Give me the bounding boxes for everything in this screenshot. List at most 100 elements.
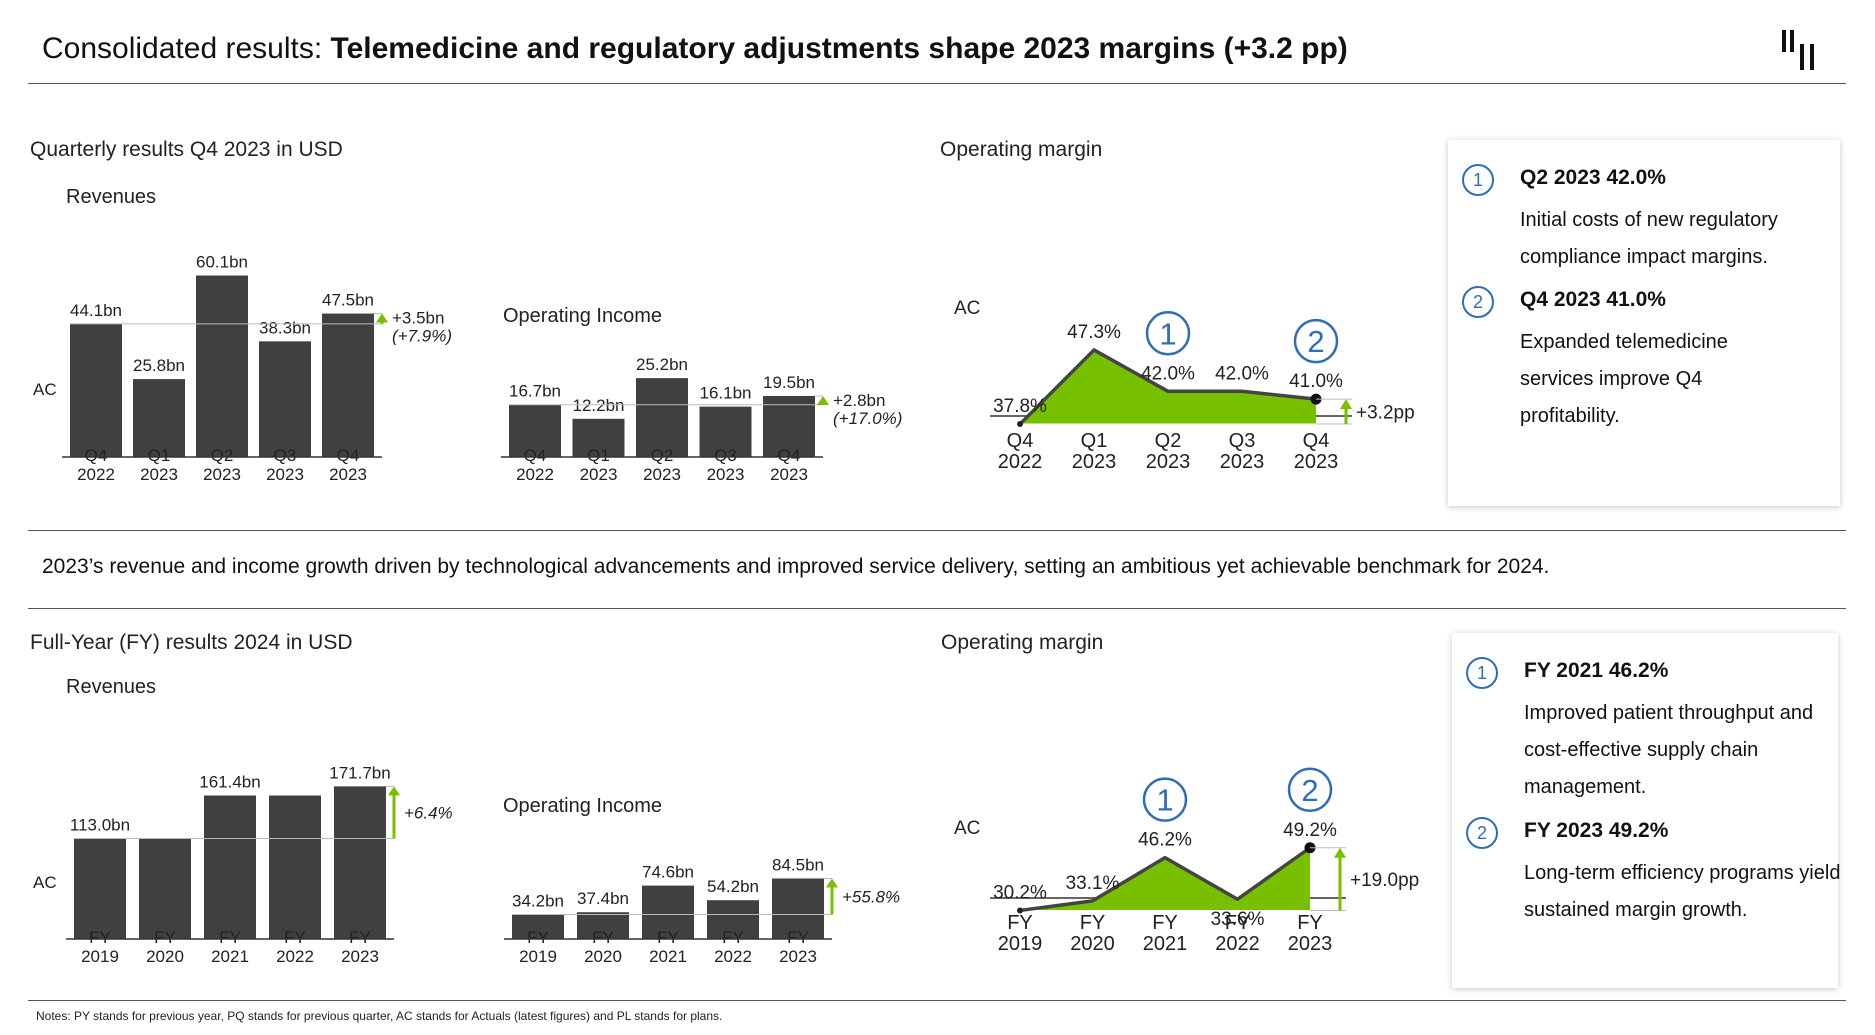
area-above-reference — [1020, 847, 1310, 911]
card-item-head: FY 2023 49.2% — [1524, 819, 1669, 842]
category-label: 2021 — [211, 947, 249, 966]
fy-notes-card: 1 FY 2021 46.2% Improved patient through… — [1452, 633, 1840, 988]
row-label: AC — [954, 818, 980, 839]
category-label: 2019 — [519, 947, 557, 966]
delta-value-label: +19.0pp — [1350, 870, 1419, 891]
category-label: Q4 — [778, 446, 801, 465]
category-label: FY — [1297, 912, 1323, 934]
point-value-label: 37.8% — [993, 396, 1047, 417]
category-label: 2023 — [203, 465, 241, 484]
category-label: FY — [722, 928, 744, 947]
delta-percent-label: (+17.0%) — [833, 409, 902, 428]
card-item-2: 2 FY 2023 49.2% Long-term efficiency pro… — [1466, 817, 1840, 937]
category-label: FY — [1152, 912, 1178, 934]
category-label: 2023 — [770, 465, 808, 484]
marker-number-icon — [1293, 318, 1339, 364]
category-label: 2022 — [516, 465, 554, 484]
marker-number-label: 1 — [1159, 316, 1176, 351]
point-value-label: 41.0% — [1289, 371, 1343, 392]
fy-section-title: Full-Year (FY) results 2024 in USD — [30, 631, 353, 654]
marker-number-icon — [1145, 311, 1191, 356]
card-item-head: Q4 2023 41.0% — [1520, 288, 1666, 311]
bar — [133, 379, 185, 457]
title-main: Telemedicine and regulatory adjustments … — [330, 32, 1348, 65]
category-label: Q4 — [337, 446, 360, 465]
delta-arrow-icon — [826, 878, 838, 888]
category-label: FY — [154, 928, 176, 947]
bar-value-label: 25.8bn — [133, 356, 185, 375]
delta-arrow-icon — [1334, 847, 1346, 858]
bar — [572, 418, 625, 457]
notes-text: Notes: PY stands for previous year, PQ s… — [36, 1009, 723, 1023]
bar — [334, 786, 386, 939]
bar-value-label: 47.5bn — [322, 291, 374, 310]
category-label: FY — [284, 928, 306, 947]
category-label: FY — [527, 928, 549, 947]
bar — [204, 795, 256, 939]
point-value-label: 30.2% — [993, 882, 1047, 903]
category-label: Q1 — [148, 446, 171, 465]
card-item-body: Improved patient throughput and cost-eff… — [1524, 702, 1814, 798]
category-label: Q3 — [274, 446, 297, 465]
category-label: 2023 — [643, 465, 681, 484]
bar — [322, 313, 374, 457]
card-item-body: Long-term efficiency programs yield sust… — [1524, 862, 1841, 921]
bar-value-label: 38.3bn — [259, 318, 311, 337]
delta-value-label: +55.8% — [842, 888, 900, 907]
delta-value-label: +3.5bn — [392, 309, 444, 328]
bar-value-label: 60.1bn — [196, 252, 248, 271]
quarterly-margin-title: Operating margin — [940, 138, 1103, 161]
category-label: Q3 — [1229, 430, 1256, 452]
card-item-2: 2 Q4 2023 41.0% Expanded telemedicine se… — [1462, 286, 1830, 436]
card-item-head: FY 2021 46.2% — [1524, 659, 1669, 682]
category-label: 2020 — [146, 947, 184, 966]
chart-title: Revenues — [66, 186, 156, 208]
bar-value-label: 84.5bn — [772, 855, 824, 874]
bar — [509, 404, 561, 457]
chart-title: Revenues — [66, 676, 156, 698]
bar — [577, 912, 629, 939]
category-label: 2022 — [1215, 933, 1260, 955]
category-label: FY — [1007, 912, 1033, 934]
series-line — [1019, 846, 1312, 913]
category-label: Q4 — [1303, 430, 1330, 452]
category-label: Q4 — [1007, 430, 1034, 452]
row-label: AC — [33, 873, 57, 892]
category-label: 2023 — [1220, 451, 1265, 473]
category-label: 2019 — [81, 947, 119, 966]
category-label: 2022 — [77, 465, 115, 484]
bar — [707, 900, 759, 939]
marker-number-label: 2 — [1307, 324, 1324, 359]
bar-value-label: 113.0bn — [70, 816, 130, 835]
chart-fy-margin: 30.2%FY201933.1%FY202046.2%FY202133.6%FY… — [954, 767, 1419, 955]
bar — [699, 406, 752, 457]
delta-value-label: +3.2pp — [1356, 403, 1415, 424]
category-label: Q4 — [85, 446, 108, 465]
category-label: 2019 — [998, 933, 1043, 955]
category-label: Q1 — [587, 446, 610, 465]
category-label: 2020 — [584, 947, 622, 966]
summary-text: 2023’s revenue and income growth driven … — [42, 555, 1550, 578]
area-above-reference — [1020, 349, 1316, 425]
bar-value-label: 16.7bn — [509, 382, 561, 401]
bar-value-label: 16.1bn — [700, 384, 752, 403]
category-label: 2023 — [1146, 451, 1191, 473]
bar-value-label: 171.7bn — [329, 763, 390, 782]
delta-arrow-icon — [376, 313, 388, 323]
summary-bottom-rule — [28, 608, 1846, 609]
bar — [636, 378, 688, 457]
marker-number-icon: 1 — [1466, 657, 1498, 689]
delta-value-label: +6.4% — [404, 803, 453, 822]
card-item-1: 1 Q2 2023 42.0% Initial costs of new reg… — [1462, 164, 1830, 274]
bar-value-label: 37.4bn — [577, 889, 629, 908]
point-value-label: 47.3% — [1067, 322, 1121, 343]
summary-top-rule — [28, 530, 1846, 531]
footer-rule — [28, 1000, 1846, 1001]
bar — [763, 395, 815, 457]
point-value-label: 42.0% — [1141, 363, 1195, 384]
header-rule — [28, 83, 1846, 84]
bar-value-label: 74.6bn — [642, 863, 694, 882]
category-label: 2023 — [1288, 933, 1333, 955]
bar — [512, 914, 564, 939]
chart-quarterly-revenue: RevenuesAC44.1bnQ4202225.8bnQ1202360.1bn… — [33, 186, 452, 484]
